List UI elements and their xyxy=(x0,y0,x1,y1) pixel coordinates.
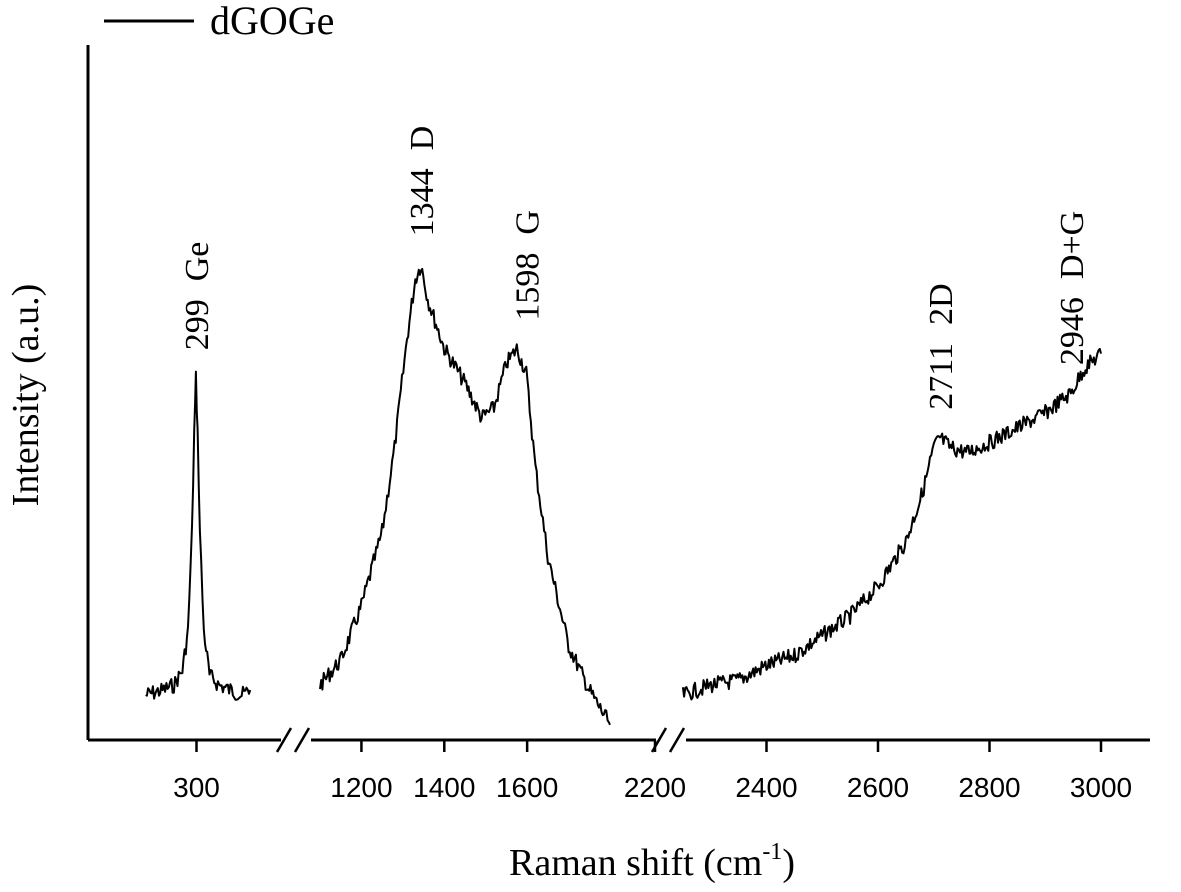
axis-break-slash xyxy=(293,727,311,753)
x-axis-title-main: Raman shift (cm xyxy=(509,842,762,884)
axis-break-slash xyxy=(275,727,293,753)
axis-break-mark xyxy=(650,727,686,753)
peak-label: 299 Ge xyxy=(179,242,216,351)
x-tick-label: 3000 xyxy=(1070,772,1132,803)
peak-assignment: Ge xyxy=(179,242,216,282)
y-axis-title: Intensity (a.u.) xyxy=(5,284,47,507)
peak-value: 1598 xyxy=(509,253,546,321)
peak-value: 2711 xyxy=(923,343,960,410)
peak-label: 1598 G xyxy=(509,210,546,321)
x-axis-title: Raman shift (cm-1) xyxy=(509,839,795,884)
x-tick-label: 2200 xyxy=(624,772,686,803)
peak-assignment: 2D xyxy=(923,283,960,325)
x-axis-title-suffix: ) xyxy=(782,842,795,884)
peak-label: 2946 D+G xyxy=(1054,211,1091,365)
x-tick-label: 1200 xyxy=(330,772,392,803)
peak-value: 299 xyxy=(179,299,216,350)
axis-break-mark xyxy=(275,727,311,753)
peak-annotations: 299 Ge 1344 D 1598 G 2711 2D 2946 D+G xyxy=(179,126,1091,410)
x-axis-title-sup: -1 xyxy=(762,839,782,865)
axis-break-slash xyxy=(668,727,686,753)
peak-value: 1344 xyxy=(404,168,441,236)
x-tick-label: 2400 xyxy=(735,772,797,803)
peak-label: 2711 2D xyxy=(923,283,960,409)
plot-area xyxy=(145,267,1102,726)
x-tick-label: 1400 xyxy=(413,772,475,803)
x-tick-label: 1600 xyxy=(496,772,558,803)
legend-label: dGOGe xyxy=(210,0,334,43)
x-tick-label: 2600 xyxy=(847,772,909,803)
peak-assignment: G xyxy=(509,210,546,235)
peak-label: 1344 D xyxy=(404,126,441,237)
peak-value: 2946 xyxy=(1054,297,1091,365)
series-line-segment xyxy=(319,267,611,726)
legend: dGOGe xyxy=(104,0,334,43)
axes: 300 1200 1400 1600 2200 2400 2600 2800 3000 xyxy=(86,45,1150,803)
x-tick-label: 300 xyxy=(173,772,220,803)
series-line-segment xyxy=(681,347,1102,701)
series-line-segment xyxy=(145,370,252,701)
peak-assignment: D xyxy=(404,126,441,151)
x-tick-label: 2800 xyxy=(958,772,1020,803)
peak-assignment: D+G xyxy=(1054,211,1091,279)
